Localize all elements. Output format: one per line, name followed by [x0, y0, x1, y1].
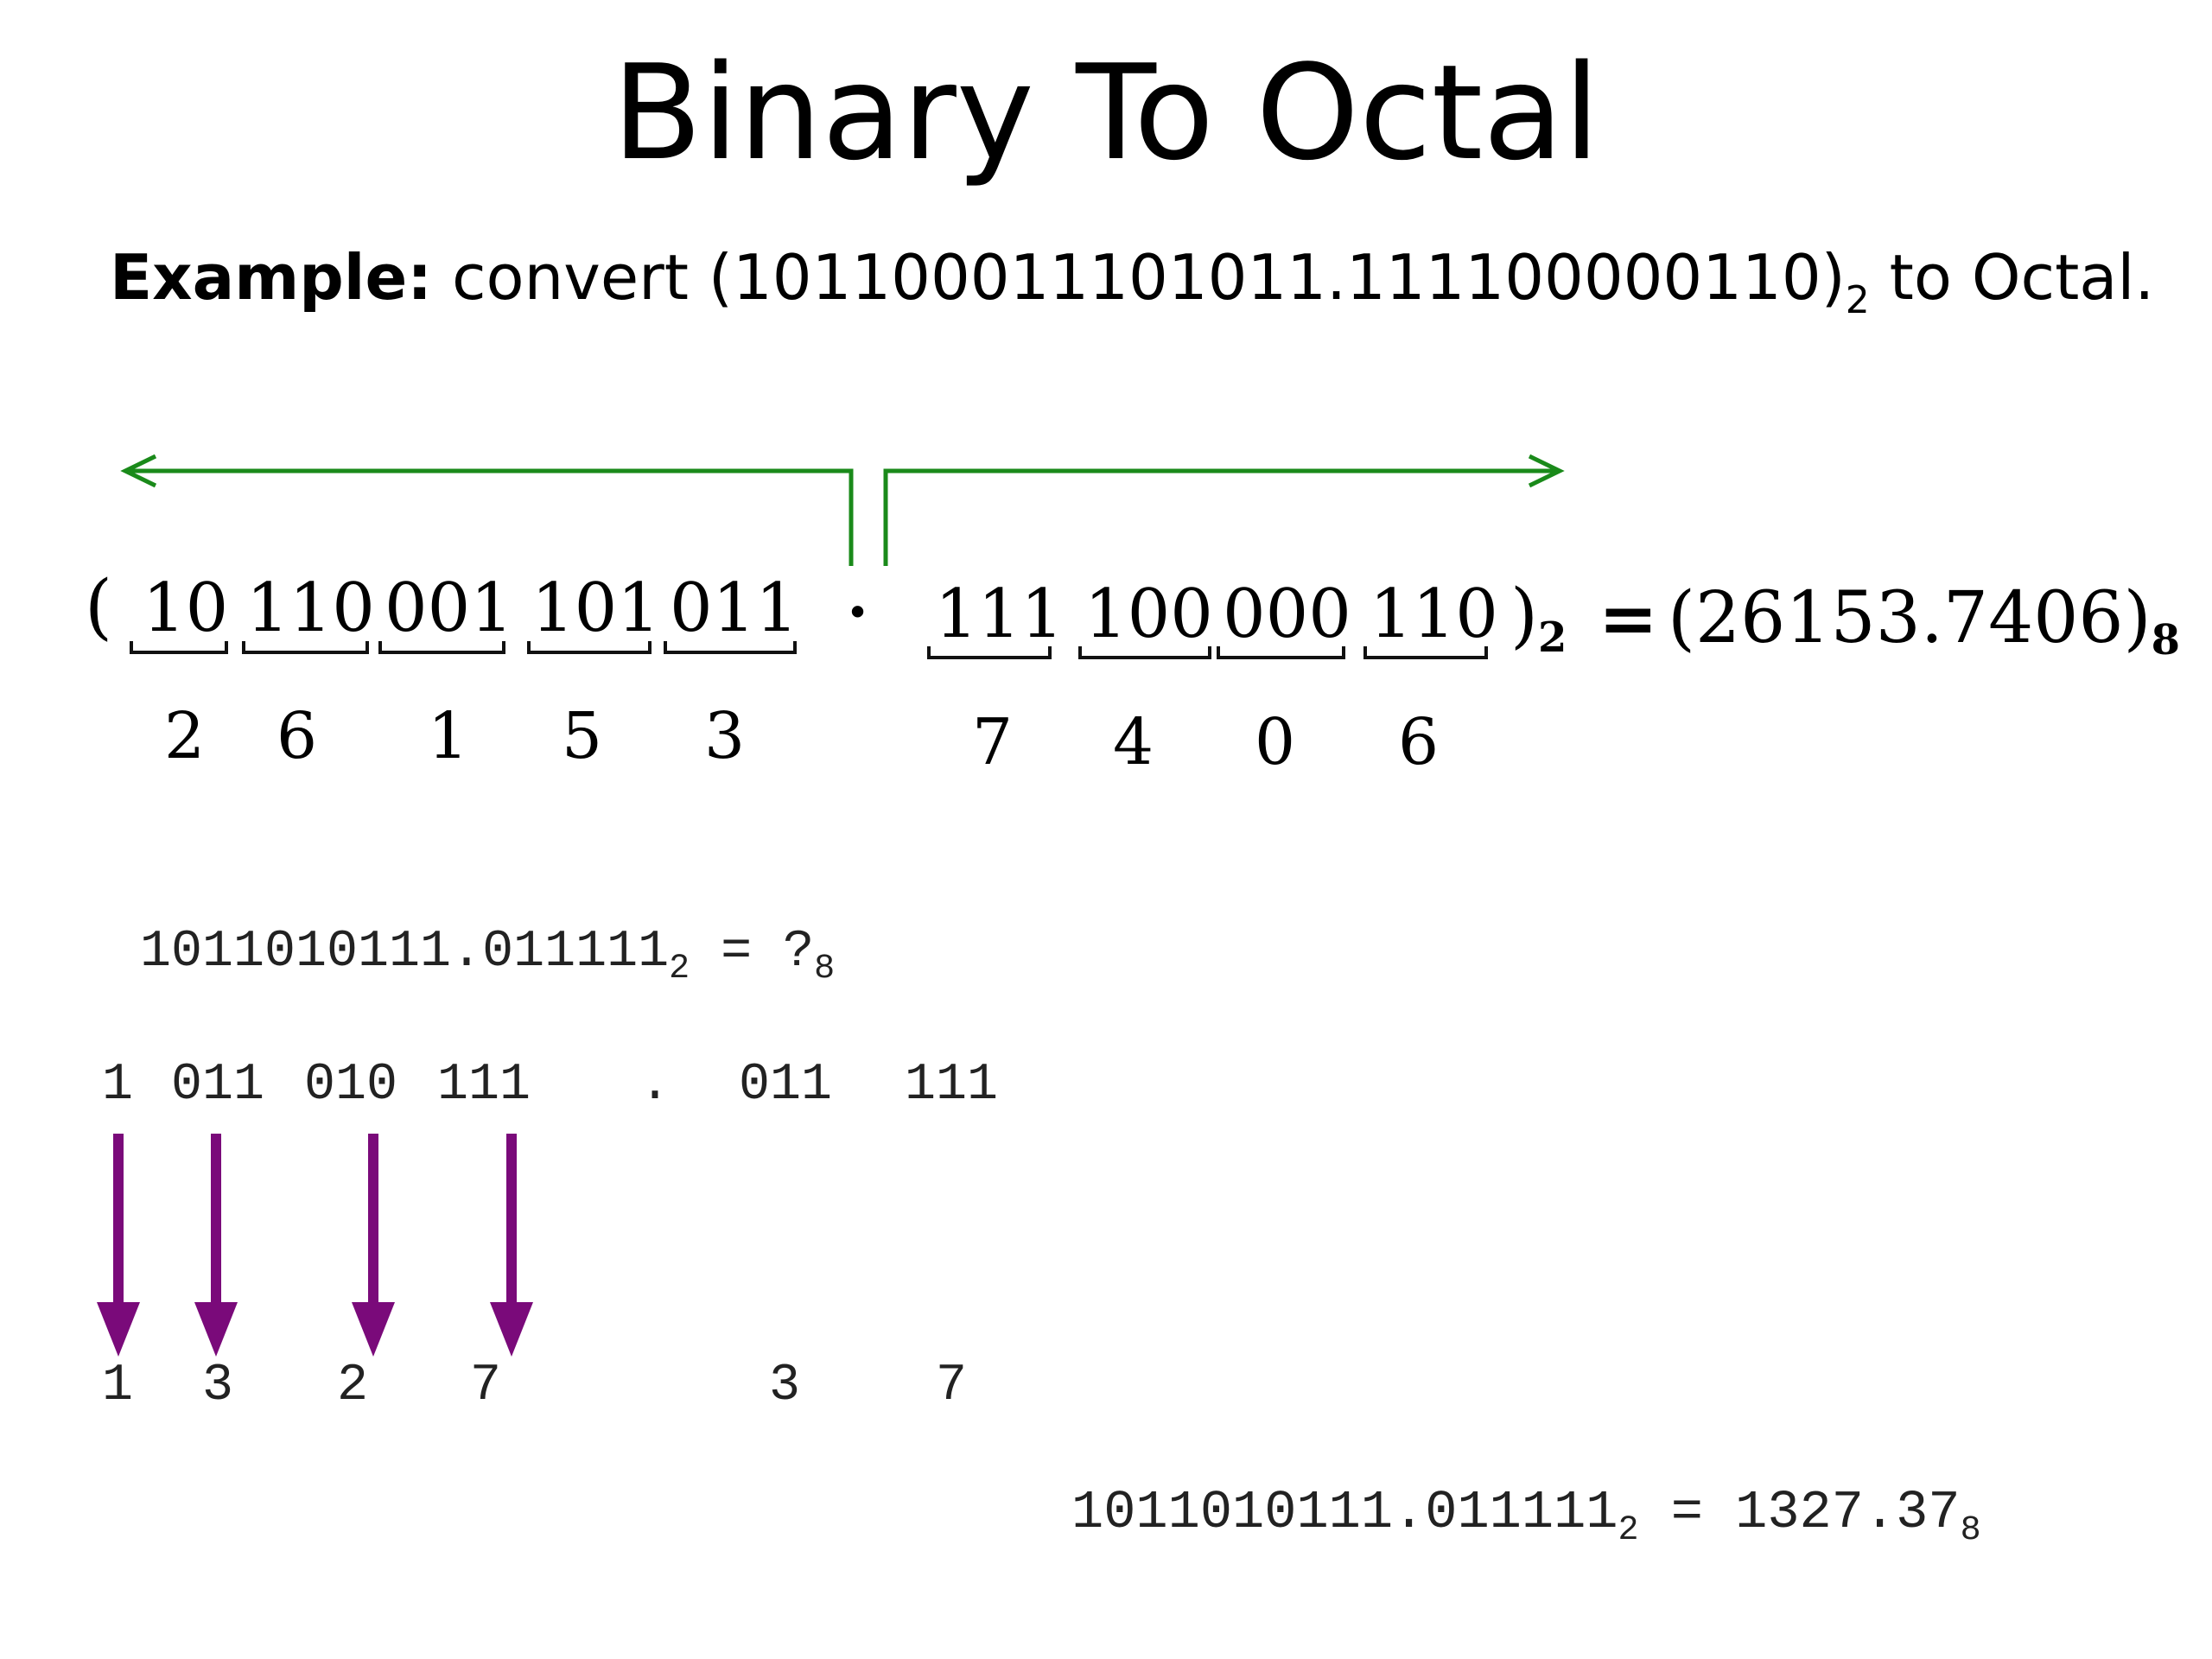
diagram-equals: =	[1599, 577, 1658, 660]
int-group: 110	[246, 569, 375, 647]
open-paren: (	[85, 566, 112, 648]
int-digit: 1	[428, 699, 469, 773]
int-digit: 3	[704, 699, 746, 773]
answer-number: 1011010111.011111	[1071, 1482, 1618, 1543]
arrow-head	[194, 1302, 238, 1357]
exercise-result-digit: 2	[337, 1357, 369, 1415]
right-arrow-head	[1528, 454, 1565, 488]
exercise-group: 011	[739, 1056, 833, 1115]
exercise-group: 111	[905, 1056, 999, 1115]
exercise-point: .	[639, 1056, 671, 1115]
arrow-head	[352, 1302, 395, 1357]
diagram-result-expression: (26153.7406)8	[1668, 583, 2180, 664]
page-title: Binary To Octal	[612, 36, 1600, 189]
answer-mid: = 1327.37	[1638, 1482, 1961, 1543]
close-paren: )	[1510, 575, 1538, 657]
int-group: 10	[143, 569, 229, 647]
close-paren-expression: )2	[1510, 581, 1567, 659]
left-arrow-head	[120, 454, 157, 488]
arrow-shaft	[368, 1134, 378, 1302]
left-arrow	[125, 468, 854, 566]
frac-digit: 6	[1398, 705, 1440, 779]
answer-base-out: 8	[1960, 1511, 1981, 1550]
exercise-result-digit: 3	[202, 1357, 234, 1415]
arrow-shaft	[506, 1134, 517, 1302]
frac-group: 111	[935, 575, 1064, 653]
exercise-result-digit: 3	[769, 1357, 801, 1415]
diagram-base-out: 8	[2151, 616, 2180, 664]
answer-base: 2	[1618, 1511, 1639, 1550]
arrow-head	[490, 1302, 533, 1357]
example-text: convert (101100011101011.111100000110)	[432, 241, 1846, 314]
exercise-result-digit: 1	[102, 1357, 134, 1415]
right-arrow	[883, 468, 1560, 566]
exercise-group: 111	[437, 1056, 531, 1115]
int-digit: 2	[164, 699, 206, 773]
example-sentence: Example: convert (101100011101011.111100…	[110, 246, 2154, 320]
question-rest: = ?	[690, 923, 815, 982]
arrow-shaft	[113, 1134, 124, 1302]
exercise-result-digit: 7	[470, 1357, 502, 1415]
exercise-group: 010	[304, 1056, 398, 1115]
int-digit: 5	[562, 699, 603, 773]
diagram-result: (26153.7406)	[1668, 577, 2152, 659]
int-group: 001	[385, 569, 513, 647]
int-group: 011	[670, 569, 798, 647]
group-brackets	[130, 641, 1488, 659]
frac-digit: 7	[972, 705, 1014, 779]
frac-digit: 0	[1255, 705, 1296, 779]
int-group: 101	[531, 569, 660, 647]
int-digit: 6	[276, 699, 318, 773]
binary-point: ·	[847, 575, 869, 648]
frac-group: 000	[1223, 575, 1351, 653]
frac-digit: 4	[1113, 705, 1154, 779]
example-base: 2	[1845, 278, 1870, 322]
example-text-after: to Octal.	[1869, 241, 2155, 314]
example-label: Example:	[110, 241, 433, 314]
question-base-out: 8	[814, 950, 836, 988]
question-number: 1011010111.011111	[140, 923, 670, 982]
question-base: 2	[669, 950, 690, 988]
exercise-group: 011	[171, 1056, 265, 1115]
diagram-base-in: 2	[1538, 613, 1567, 662]
exercise-result-digit: 7	[936, 1357, 968, 1415]
arrow-head	[97, 1302, 140, 1357]
arrow-shaft	[211, 1134, 221, 1302]
frac-group: 110	[1370, 575, 1498, 653]
exercise-question: 1011010111.0111112 = ?8	[140, 923, 835, 988]
exercise-answer: 1011010111.0111112 = 1327.378	[1071, 1482, 1981, 1550]
exercise-group: 1	[102, 1056, 134, 1115]
frac-group: 100	[1084, 575, 1213, 653]
